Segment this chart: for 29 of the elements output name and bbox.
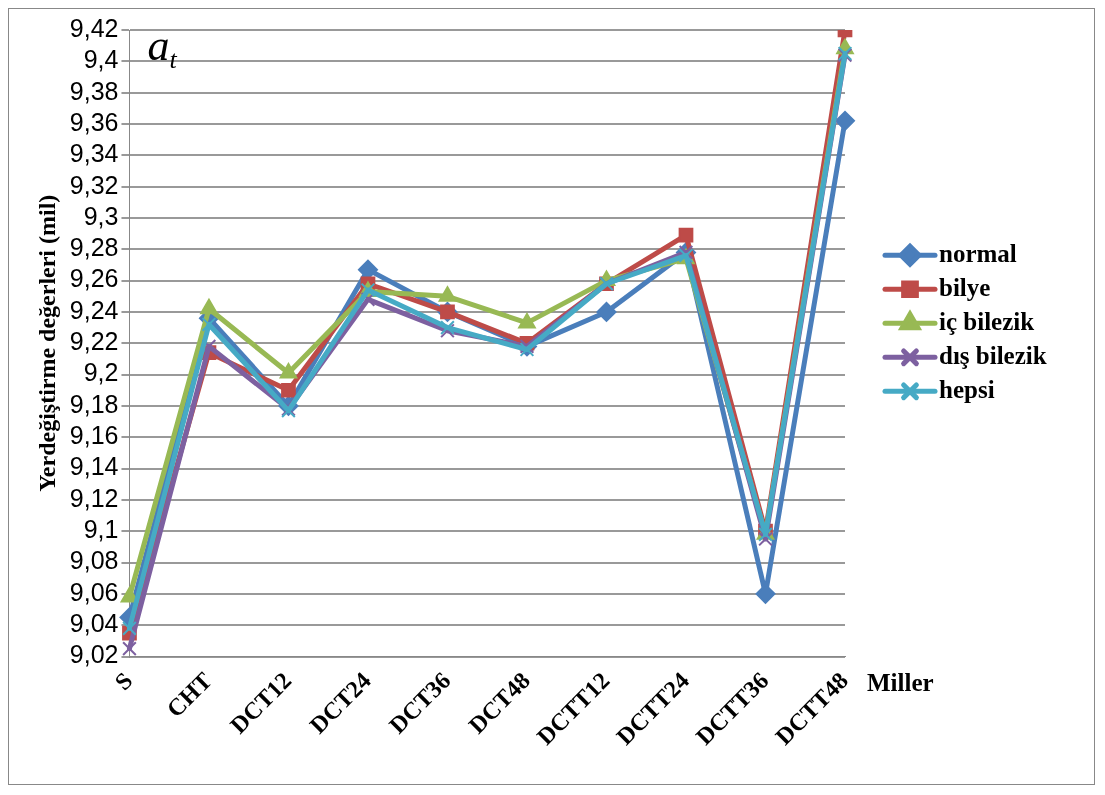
y-tick-label: 9,4 [83, 45, 119, 74]
y-tick-label: 9,38 [69, 76, 119, 105]
legend-label: normal [939, 239, 1017, 267]
legend-label: bilye [939, 273, 991, 301]
y-tick-label: 9,26 [69, 264, 119, 293]
y-tick-label: 9,18 [69, 389, 119, 418]
y-axis-title: Yerdeğiştirme değerleri (mil) [33, 194, 60, 492]
legend-label: dış bilezik [939, 341, 1047, 369]
y-tick-label: 9,2 [83, 358, 119, 387]
y-tick-label: 9,14 [69, 452, 119, 481]
y-tick-label: 9,16 [69, 421, 119, 450]
legend-label: iç bilezik [939, 307, 1035, 335]
y-tick-label: 9,12 [69, 483, 119, 512]
y-tick-label: 9,32 [69, 170, 119, 199]
y-tick-label: 9,28 [69, 233, 119, 262]
y-tick-label: 9,08 [69, 546, 119, 575]
x-tick-label: S [109, 667, 138, 696]
y-tick-label: 9,04 [69, 609, 119, 638]
y-tick-label: 9,22 [69, 327, 119, 356]
y-tick-label: 9,42 [69, 13, 119, 42]
y-tick-label: 9,34 [69, 139, 119, 168]
y-tick-label: 9,3 [83, 201, 119, 230]
y-tick-label: 9,1 [83, 515, 119, 544]
y-tick-label: 9,24 [69, 295, 119, 324]
y-tick-label: 9,36 [69, 107, 119, 136]
y-tick-label: 9,06 [69, 577, 119, 606]
x-axis-title: Miller [867, 668, 934, 696]
y-tick-label: 9,02 [69, 640, 119, 669]
legend-label: hepsi [939, 375, 995, 403]
